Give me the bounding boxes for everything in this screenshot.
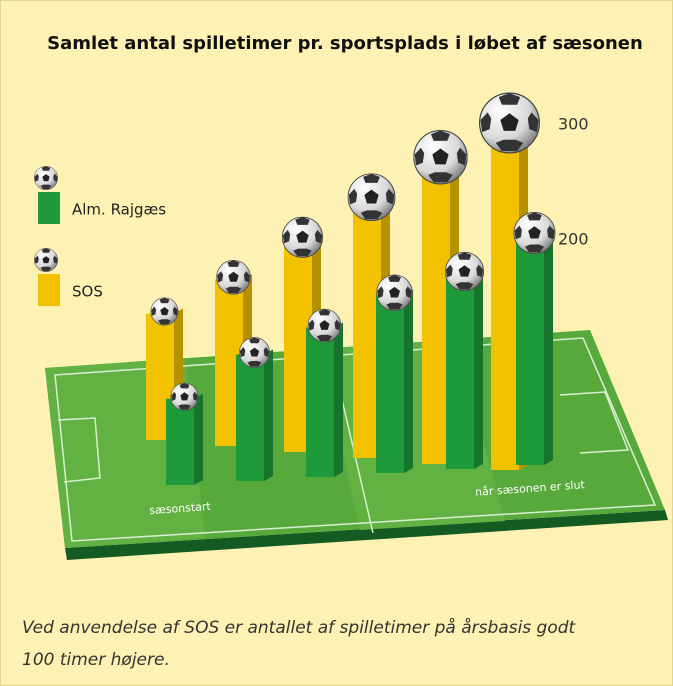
- bar: [445, 252, 483, 469]
- ball: [151, 298, 178, 325]
- bar-front: [516, 235, 544, 465]
- bar-side: [544, 230, 553, 465]
- caption: Ved anvendelse af SOS er antallet af spi…: [22, 617, 577, 638]
- bar-side: [194, 393, 203, 485]
- bar-front: [422, 159, 450, 464]
- ball: [171, 383, 198, 410]
- ball: [377, 275, 413, 311]
- bar: [166, 383, 203, 485]
- ball: [239, 337, 269, 367]
- bar: [306, 309, 343, 477]
- bar-front: [491, 125, 519, 470]
- caption: 100 timer højere.: [22, 650, 170, 670]
- y-axis: 200 300: [558, 115, 589, 249]
- y-tick-label: 200: [558, 230, 589, 249]
- bar: [146, 298, 183, 440]
- field-edge: [65, 510, 668, 560]
- bar: [514, 212, 555, 465]
- legend: Alm. Rajgæs SOS: [34, 166, 166, 306]
- x-tick-label: sæsonstart: [149, 500, 212, 517]
- bar: [376, 275, 413, 473]
- legend-swatch: [38, 274, 60, 306]
- ball: [414, 131, 467, 184]
- chart-title: Samlet antal spilletimer pr. sportsplads…: [47, 33, 643, 54]
- bar-front: [306, 327, 334, 477]
- bar-front: [236, 354, 264, 481]
- bar-front: [376, 294, 404, 473]
- bar-side: [404, 289, 413, 473]
- bar: [236, 337, 273, 481]
- y-tick-label: 300: [558, 115, 589, 134]
- ball: [34, 166, 58, 190]
- legend-label: Alm. Rajgæs: [72, 201, 166, 219]
- field-lines: [559, 391, 630, 454]
- ball: [514, 212, 555, 253]
- legend-label: SOS: [72, 283, 103, 301]
- field-lines: [57, 417, 101, 483]
- legend-swatch: [38, 192, 60, 224]
- ball: [282, 217, 322, 257]
- ball: [217, 260, 251, 294]
- ball: [445, 252, 483, 290]
- bar-side: [264, 349, 273, 481]
- bar-front: [166, 398, 194, 485]
- ball: [308, 309, 341, 342]
- ball: [348, 174, 395, 221]
- ball: [480, 93, 540, 153]
- bar-front: [446, 273, 474, 469]
- bar-side: [334, 322, 343, 477]
- ball: [34, 248, 58, 272]
- bar-side: [474, 268, 483, 469]
